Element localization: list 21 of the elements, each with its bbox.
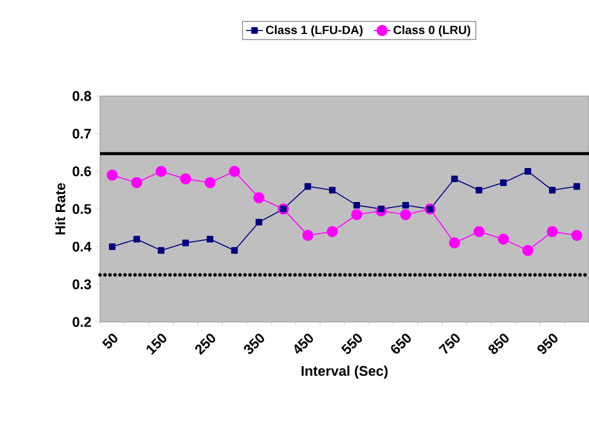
y-tick-label: 0.8 (72, 91, 92, 101)
x-axis-title: Interval (Sec) (302, 366, 388, 379)
legend-label: Class 1 (LFU-DA) (266, 25, 363, 37)
x-tick-label: 350 (244, 334, 264, 354)
y-tick-label: 0.6 (72, 166, 91, 176)
x-tick-label: 250 (195, 334, 216, 355)
x-tick-label: 450 (294, 334, 313, 354)
x-tick-label: 750 (438, 334, 460, 354)
x-tick-label: 550 (341, 334, 362, 354)
y-tick-label: 0.2 (72, 317, 91, 327)
x-tick-label: 50 (102, 334, 118, 348)
y-tick-label: 0.7 (72, 128, 91, 139)
y-tick-label: 0.4 (72, 242, 92, 252)
x-tick-label: 850 (488, 334, 509, 354)
x-tick-label: 150 (146, 334, 166, 355)
y-tick-label: 0.3 (72, 279, 91, 290)
y-tick-label: 0.5 (72, 204, 92, 214)
legend-label: Class 0 (LRU) (394, 25, 470, 37)
y-axis-title: Hit Rate (55, 183, 66, 234)
x-tick-label: 950 (537, 334, 558, 354)
x-tick-label: 650 (391, 334, 411, 354)
